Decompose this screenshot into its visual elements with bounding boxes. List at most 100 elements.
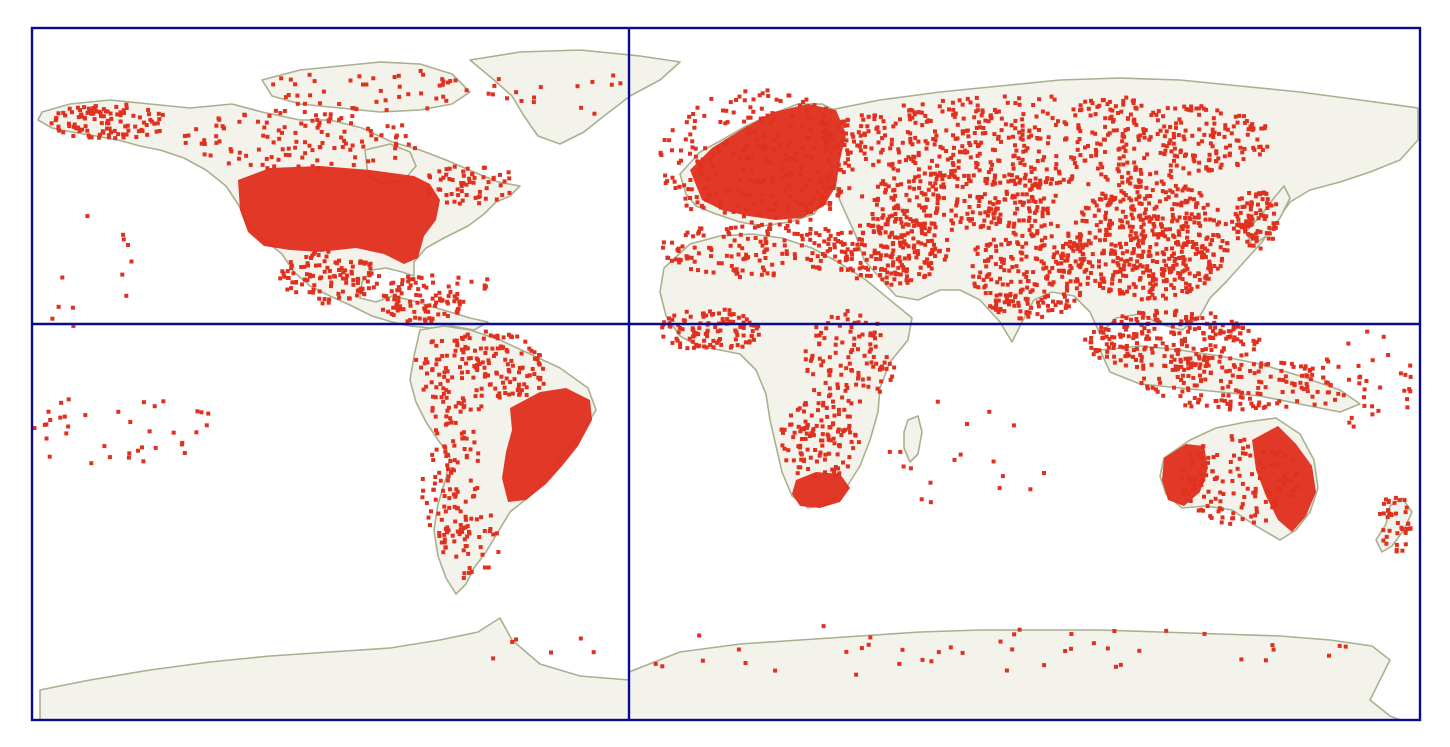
point-marker [1384,534,1389,539]
point-marker [933,181,938,186]
point-marker [1180,269,1185,274]
point-marker [960,144,965,149]
point-marker [979,113,984,118]
point-marker [741,333,746,338]
point-marker [805,447,810,452]
point-marker [1341,393,1346,398]
point-marker [1141,237,1146,242]
point-marker [826,242,831,246]
point-marker [1138,217,1143,222]
point-marker [385,124,390,129]
point-marker [996,216,1001,221]
point-marker [491,175,496,180]
point-marker [1290,381,1295,386]
point-marker [1158,336,1163,341]
point-marker [771,208,776,213]
point-marker [1205,248,1210,253]
point-marker [1141,363,1146,368]
point-marker [131,113,136,118]
point-marker [496,550,501,554]
point-marker [467,176,472,181]
point-marker [1262,216,1267,221]
point-marker [728,243,733,248]
point-marker [426,187,431,192]
point-marker [1204,107,1209,112]
point-marker [1179,200,1184,205]
point-marker [1150,385,1155,390]
point-marker [1112,335,1117,340]
point-marker [911,219,916,224]
point-marker [66,424,71,429]
point-marker [1066,253,1071,258]
point-marker [1169,175,1174,180]
point-marker [758,116,763,121]
point-marker [1408,389,1413,394]
point-marker [107,455,112,460]
point-marker [970,210,975,215]
point-marker [366,126,370,131]
point-marker [442,370,447,375]
point-marker [1218,490,1223,495]
point-marker [691,112,696,116]
point-marker [999,116,1004,121]
point-marker [987,409,992,414]
point-marker [1011,193,1015,198]
point-marker [684,120,689,125]
point-marker [403,134,408,139]
point-marker [478,346,483,351]
point-marker [724,227,729,232]
point-marker [704,345,709,350]
point-marker [400,278,405,283]
point-marker [1403,510,1408,515]
point-marker [1237,197,1242,202]
point-marker [819,363,824,368]
point-marker [1257,152,1262,157]
point-marker [1153,387,1158,392]
point-marker [1273,503,1278,508]
point-marker [1196,106,1201,111]
point-marker [310,290,315,295]
point-marker [1138,276,1143,280]
point-marker [1125,220,1130,225]
point-marker [1128,257,1133,262]
point-marker [950,100,955,105]
point-marker [929,266,934,271]
point-marker [827,394,831,399]
point-marker [854,382,859,387]
point-marker [833,473,838,478]
point-marker [826,237,831,242]
point-marker [1016,156,1021,161]
point-marker [1039,224,1044,229]
point-marker [1190,312,1194,317]
point-marker [992,211,997,216]
point-marker [916,153,921,158]
point-marker [1248,124,1253,129]
point-marker [1251,520,1256,525]
point-marker [1162,252,1166,257]
point-marker [1405,397,1409,402]
point-marker [1176,364,1181,369]
point-marker [1249,401,1254,406]
point-marker [475,363,480,367]
point-marker [741,326,746,330]
point-marker [839,230,844,235]
point-marker [611,73,616,78]
point-marker [430,406,435,410]
point-marker [824,148,829,153]
point-marker [452,353,457,358]
point-marker [1171,141,1176,146]
point-marker [1162,354,1167,359]
point-marker [1370,412,1375,417]
point-marker [472,487,477,492]
point-marker [1299,364,1303,369]
point-marker [1004,668,1009,673]
point-marker [289,266,294,271]
point-marker [1112,342,1117,347]
point-marker [1113,251,1117,256]
usa-cluster [238,166,440,264]
point-marker [1271,500,1276,505]
point-marker [452,458,457,463]
point-marker [261,133,266,138]
point-marker [817,356,822,361]
point-marker [935,399,940,404]
